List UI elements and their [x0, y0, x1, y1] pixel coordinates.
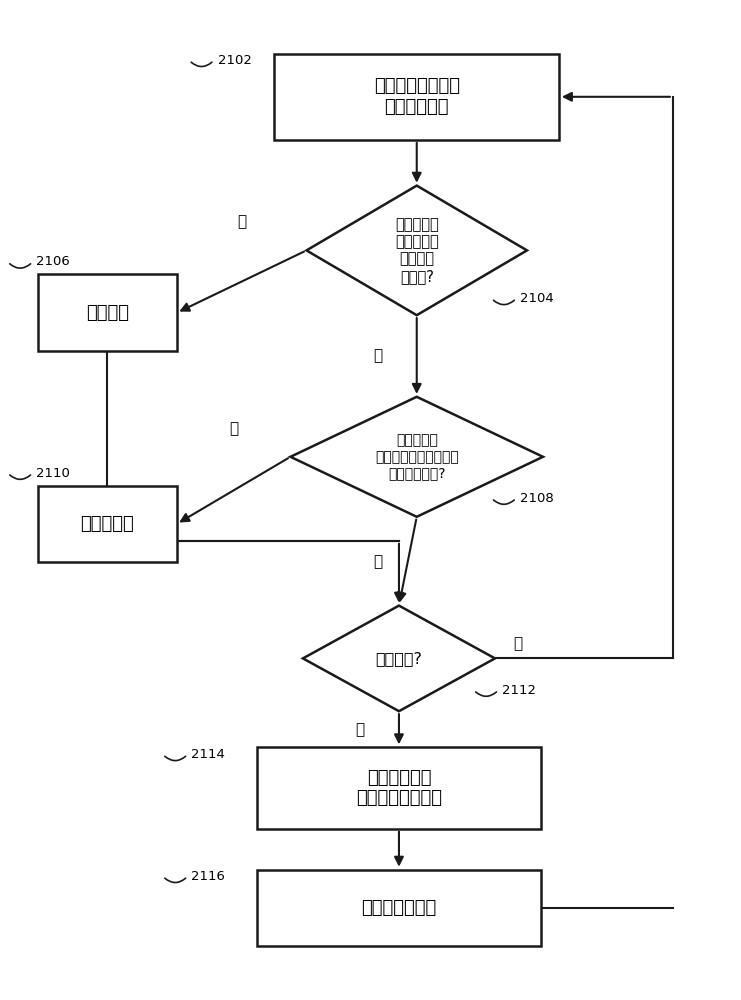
Text: 2108: 2108: [520, 492, 554, 505]
Polygon shape: [307, 186, 527, 315]
Text: 是: 是: [237, 214, 246, 229]
Text: 功率去门控: 功率去门控: [81, 515, 134, 533]
Text: 2104: 2104: [520, 292, 554, 305]
Text: 在低使用率
窗口内并在
功率门控
边界上?: 在低使用率 窗口内并在 功率门控 边界上?: [395, 217, 439, 284]
FancyBboxPatch shape: [38, 274, 176, 351]
Text: 在低使用率
窗口结束附近并在功率
去门控边界上?: 在低使用率 窗口结束附近并在功率 去门控边界上?: [375, 434, 459, 480]
Text: 2102: 2102: [218, 54, 251, 67]
Text: 否: 否: [373, 554, 382, 569]
Text: 帧的结束?: 帧的结束?: [376, 651, 422, 666]
Polygon shape: [290, 397, 543, 517]
Text: 否: 否: [513, 636, 522, 652]
Text: 功率门控: 功率门控: [86, 304, 129, 322]
Text: 2112: 2112: [502, 684, 536, 697]
Text: 2116: 2116: [191, 870, 225, 883]
Text: 移动到下一个帧: 移动到下一个帧: [362, 899, 436, 917]
Text: 记录完成帧的
使用率和状态概况: 记录完成帧的 使用率和状态概况: [356, 769, 442, 807]
Text: 是: 是: [229, 421, 238, 436]
Text: 读取使用率计数器
读取状态信息: 读取使用率计数器 读取状态信息: [373, 77, 459, 116]
Text: 否: 否: [373, 349, 382, 363]
Text: 2114: 2114: [191, 748, 225, 761]
FancyBboxPatch shape: [274, 54, 559, 140]
FancyBboxPatch shape: [256, 747, 541, 829]
Text: 2106: 2106: [36, 255, 70, 268]
Polygon shape: [303, 606, 495, 711]
FancyBboxPatch shape: [38, 486, 176, 562]
FancyBboxPatch shape: [256, 870, 541, 946]
Text: 2110: 2110: [36, 467, 70, 480]
Text: 是: 是: [355, 722, 365, 737]
